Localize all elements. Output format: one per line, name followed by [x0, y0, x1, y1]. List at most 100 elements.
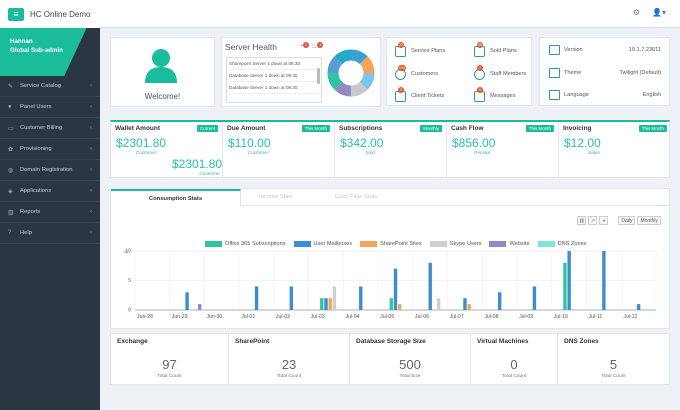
- sidebar-item-service-catalog[interactable]: ✎ Service Catalog ‹: [0, 76, 100, 97]
- sidebar-item-reports[interactable]: ▥ Reports ‹: [0, 202, 100, 223]
- legend-item[interactable]: User Mailboxes: [293, 241, 352, 247]
- legend-item[interactable]: DNS Zones: [537, 241, 587, 247]
- ticket-icon: 3: [395, 86, 406, 102]
- chevron-left-icon: ‹: [90, 83, 92, 89]
- bar[interactable]: [332, 286, 337, 310]
- menu-toggle-button[interactable]: ≡: [8, 7, 24, 21]
- shortcut-customers[interactable]: 104 Customers: [395, 64, 438, 84]
- language-row: Language English: [549, 87, 661, 103]
- bar[interactable]: [289, 286, 293, 310]
- sidebar-item-provisioning[interactable]: ✿ Provisioning ‹: [0, 139, 100, 160]
- stat-dns-zones: DNS Zones 5 Total Count: [558, 334, 669, 384]
- chevron-left-icon: ‹: [90, 146, 92, 152]
- scrollbar[interactable]: [317, 68, 320, 84]
- shortcut-client-tickets[interactable]: 3 Client Tickets: [395, 86, 444, 106]
- bar[interactable]: [436, 298, 441, 310]
- metric-value: $110.00: [228, 136, 271, 150]
- y-tick-label: 5: [128, 278, 131, 284]
- tab-cash-flow-stats[interactable]: Cash Flow Stats: [334, 194, 378, 200]
- chart-controls: ▥ ↗ ◕ Daily Monthly: [577, 216, 661, 225]
- stat-virtual-machines: Virtual Machines 0 Total Count: [471, 334, 558, 384]
- alert-icon[interactable]: ◔ 2: [299, 42, 310, 50]
- cart-icon: 45: [474, 41, 485, 57]
- theme-row: Theme Twilight (Default): [549, 65, 661, 81]
- stat-title: DNS Zones: [564, 338, 599, 345]
- gear-icon[interactable]: ⚙: [632, 8, 641, 17]
- bar[interactable]: [532, 286, 537, 310]
- sidebar-item-help[interactable]: ? Help ‹: [0, 223, 100, 244]
- bar[interactable]: [389, 298, 393, 310]
- bar[interactable]: [428, 262, 432, 310]
- chevron-left-icon: ‹: [90, 209, 92, 215]
- bar-chart-icon[interactable]: ▥: [577, 216, 587, 225]
- app-title: HC Online Demo: [30, 9, 91, 19]
- line-chart-icon[interactable]: ↗: [588, 216, 598, 225]
- bar[interactable]: [602, 251, 606, 310]
- server-health-title: Server Health: [225, 42, 277, 52]
- shortcut-service-plans[interactable]: 22 Service Plans: [395, 41, 445, 61]
- info-label: Language: [564, 92, 589, 98]
- metric-tag: This Month: [301, 125, 330, 132]
- sidebar-item-customer-billing[interactable]: ▭ Customer Billing ‹: [0, 118, 100, 139]
- user-icon[interactable]: 👤▾: [652, 8, 666, 17]
- sidebar-item-label: Customer Billing: [20, 125, 63, 131]
- stat-value: 0: [510, 357, 518, 372]
- bar[interactable]: [359, 286, 363, 310]
- pie-chart-icon[interactable]: ◕: [599, 216, 609, 225]
- legend-label: SharePoint Sites: [380, 241, 422, 247]
- credit-card-icon: ▭: [8, 125, 14, 132]
- y-tick-label: 0: [128, 308, 131, 314]
- stat-value: 97: [162, 357, 177, 372]
- legend-item[interactable]: SharePoint Sites: [360, 241, 422, 247]
- legend-swatch: [205, 241, 222, 247]
- bar[interactable]: [497, 292, 502, 310]
- x-tick-label: Jul-02: [276, 314, 290, 320]
- metric-sub: Customer: [135, 151, 157, 156]
- server-status-list[interactable]: Sharepoint Server 1 down at 08:30 Databa…: [226, 57, 322, 103]
- legend-label: Skype Users: [449, 241, 482, 247]
- users-icon: ●: [8, 104, 12, 110]
- bar[interactable]: [567, 251, 571, 310]
- bar[interactable]: [320, 298, 324, 310]
- bar[interactable]: [397, 304, 402, 310]
- shortcut-sold-plans[interactable]: 45 Sold Plans: [474, 41, 517, 61]
- list-item: Database Server 1 down at 08:30: [229, 70, 319, 82]
- warning-icon[interactable]: ♨ 4: [311, 42, 324, 50]
- user-avatar-icon: [145, 49, 177, 83]
- legend-label: Office 365 Subscriptions: [225, 241, 286, 247]
- bar[interactable]: [185, 292, 189, 310]
- metric-sub: Sales: [588, 151, 600, 156]
- x-tick-label: Jun-30: [206, 314, 222, 320]
- legend-item[interactable]: Skype Users: [429, 241, 482, 247]
- stat-sub: Total Count: [276, 374, 302, 379]
- bar[interactable]: [254, 286, 259, 310]
- bar[interactable]: [324, 298, 328, 310]
- chart-legend: Office 365 Subscriptions User Mailboxes Sh…: [205, 241, 587, 247]
- tab-income-stats[interactable]: Income Stats: [259, 194, 293, 200]
- bar[interactable]: [467, 304, 471, 310]
- bar[interactable]: [393, 268, 398, 310]
- daily-button[interactable]: Daily: [618, 216, 636, 225]
- x-tick-label: Jul-01: [241, 314, 255, 320]
- legend-swatch: [537, 241, 555, 247]
- bar[interactable]: [328, 298, 332, 310]
- bar[interactable]: [197, 304, 202, 310]
- shortcut-messages[interactable]: 6 Messages: [474, 86, 516, 106]
- bar[interactable]: [636, 304, 641, 310]
- legend-item[interactable]: Website: [489, 241, 530, 247]
- bar[interactable]: [463, 298, 467, 310]
- monthly-button[interactable]: Monthly: [637, 216, 661, 225]
- tab-consumption-stats[interactable]: Consumption Stats: [111, 189, 241, 206]
- legend-item[interactable]: Office 365 Subscriptions: [205, 241, 286, 247]
- sidebar-item-label: Help: [20, 230, 32, 236]
- x-tick-label: Jul-11: [589, 314, 603, 320]
- info-value: 10.1.7.23611: [628, 47, 661, 53]
- info-label: Theme: [564, 70, 582, 76]
- sidebar-item-domain-registration[interactable]: ◍ Domain Registration ‹: [0, 160, 100, 181]
- bar[interactable]: [563, 262, 567, 310]
- envelope-icon: 6: [474, 86, 485, 102]
- shortcut-staff-members[interactable]: 2 Staff Members: [474, 64, 526, 84]
- sidebar-item-panel-users[interactable]: ● Panel Users ‹: [0, 97, 100, 118]
- sidebar-item-applications[interactable]: ◈ Applications ‹: [0, 181, 100, 202]
- list-item: Sharepoint Server 1 down at 08:30: [229, 58, 319, 70]
